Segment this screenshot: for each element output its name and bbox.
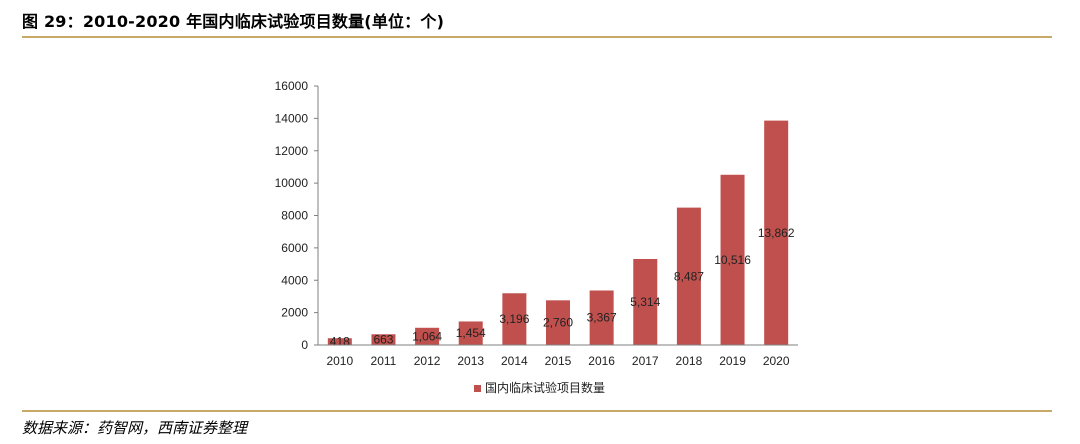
y-tick-label: 2000 — [281, 306, 308, 320]
source-note: 数据来源：药智网，西南证券整理 — [22, 419, 248, 437]
x-tick-label: 2019 — [719, 354, 746, 368]
x-tick-label: 2018 — [676, 354, 703, 368]
y-tick-label: 16000 — [275, 79, 309, 93]
bar — [720, 174, 745, 345]
bar-value-label: 1,064 — [412, 329, 442, 343]
bar-value-label: 3,196 — [499, 312, 529, 326]
y-tick-label: 0 — [301, 338, 308, 352]
bar-value-label: 2,760 — [543, 316, 573, 330]
bar-value-label: 13,862 — [758, 226, 795, 240]
bar-value-label: 10,516 — [714, 253, 751, 267]
bars — [327, 120, 789, 345]
bottom-rule — [22, 410, 1052, 412]
bar-value-label: 663 — [373, 333, 393, 347]
bar-value-label: 8,487 — [674, 269, 704, 283]
x-tick-label: 2016 — [588, 354, 615, 368]
bar — [764, 120, 789, 345]
bar-value-label: 5,314 — [630, 295, 660, 309]
top-rule — [22, 36, 1052, 38]
bar — [458, 321, 483, 345]
legend: 国内临床试验项目数量 — [474, 380, 605, 395]
bar — [502, 293, 527, 345]
y-tick-label: 4000 — [281, 273, 308, 287]
x-tick-label: 2014 — [501, 354, 528, 368]
y-tick-label: 8000 — [281, 209, 308, 223]
y-axis: 0 2000 4000 6000 8000 10000 12000 14000 16000 — [275, 79, 319, 352]
legend-swatch — [474, 385, 481, 392]
y-tick-label: 14000 — [275, 111, 309, 125]
bar — [327, 338, 352, 345]
bar-value-label: 3,367 — [587, 311, 617, 325]
bar — [371, 334, 396, 345]
figure-title: 图 29：2010-2020 年国内临床试验项目数量(单位：个) — [22, 12, 445, 31]
bar-value-label: 1,454 — [456, 326, 486, 340]
bar — [415, 327, 440, 345]
y-tick-label: 12000 — [275, 144, 309, 158]
x-tick-label: 2012 — [414, 354, 441, 368]
y-tick-label: 6000 — [281, 241, 308, 255]
x-tick-label: 2013 — [457, 354, 484, 368]
bar — [676, 207, 701, 345]
x-tick-label: 2017 — [632, 354, 659, 368]
x-tick-label: 2020 — [763, 354, 790, 368]
data-labels: 418 663 1,064 1,454 3,196 2,760 3,367 5,314 8,48… — [330, 226, 795, 349]
y-tick-label: 10000 — [275, 176, 309, 190]
bar — [633, 258, 658, 345]
x-axis: 2010 2011 2012 2013 2014 2015 2016 2017 2018 2019… — [318, 344, 798, 368]
bar-value-label: 418 — [330, 335, 350, 349]
legend-label: 国内临床试验项目数量 — [485, 380, 605, 395]
x-tick-label: 2011 — [371, 354, 397, 368]
bar — [589, 290, 614, 345]
x-tick-label: 2010 — [326, 354, 353, 368]
x-tick-label: 2015 — [545, 354, 572, 368]
bar — [546, 300, 570, 345]
